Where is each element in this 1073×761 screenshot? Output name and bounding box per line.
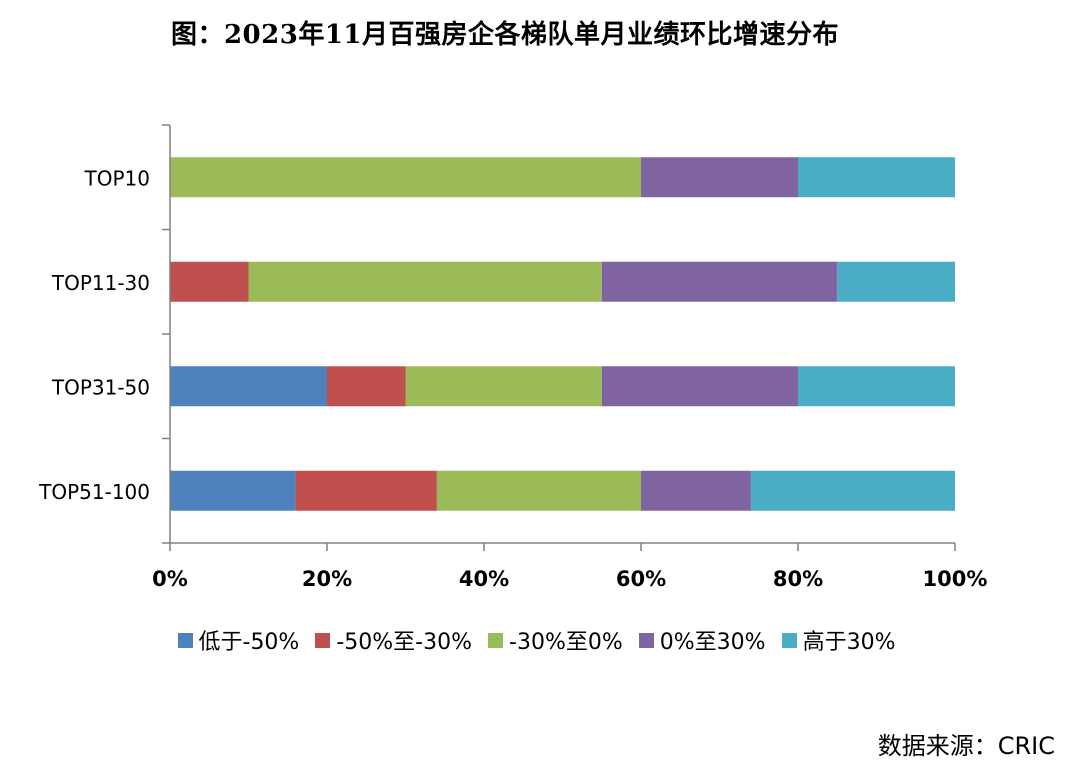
legend-label: 0%至30% (659, 630, 766, 655)
bar-segment (798, 157, 955, 198)
legend-item: 0%至30% (638, 624, 766, 656)
legend-swatch (177, 632, 193, 648)
category-label: TOP10 (84, 166, 150, 190)
legend-swatch (781, 632, 797, 648)
legend-item: -30%至0% (488, 624, 623, 656)
bar-segment (798, 366, 955, 407)
legend-label: -50%至-30% (336, 630, 473, 655)
bar-segment (641, 470, 751, 511)
legend-item: 低于-50% (177, 624, 300, 656)
bar-segment (837, 261, 955, 302)
bar-segment (170, 261, 249, 302)
x-tick-label: 100% (923, 567, 988, 591)
data-source: 数据来源：CRIC (877, 732, 1055, 760)
bar-segment (436, 470, 641, 511)
x-tick-label: 0% (152, 567, 188, 591)
bar-segment (601, 366, 798, 407)
bar-segment (295, 470, 437, 511)
bar-segment (248, 261, 602, 302)
bar-segment (170, 470, 296, 511)
bar-segment (405, 366, 602, 407)
bar-segment (327, 366, 406, 407)
legend-label: -30%至0% (509, 630, 623, 655)
legend-label: 高于30% (802, 630, 896, 655)
legend-label: 低于-50% (198, 630, 300, 655)
category-label: TOP31-50 (51, 375, 150, 399)
chart-legend: 低于-50% -50%至-30% -30%至0% 0%至30% 高于30% (0, 624, 1073, 656)
legend-item: -50%至-30% (315, 624, 472, 656)
legend-swatch (638, 632, 654, 648)
category-label: TOP51-100 (38, 480, 150, 504)
x-tick-label: 60% (616, 567, 666, 591)
legend-swatch (315, 632, 331, 648)
legend-item: 高于30% (781, 624, 896, 656)
bar-segment (601, 261, 838, 302)
legend-swatch (488, 632, 504, 648)
x-tick-label: 80% (773, 567, 823, 591)
category-label: TOP11-30 (51, 271, 150, 295)
bar-segment (170, 157, 641, 198)
chart-title: 图：2023年11月百强房企各梯队单月业绩环比增速分布 (170, 20, 840, 50)
bar-segment (641, 157, 798, 198)
x-tick-label: 20% (302, 567, 352, 591)
bar-segment (750, 470, 955, 511)
x-tick-label: 40% (459, 567, 509, 591)
bar-segment (170, 366, 327, 407)
